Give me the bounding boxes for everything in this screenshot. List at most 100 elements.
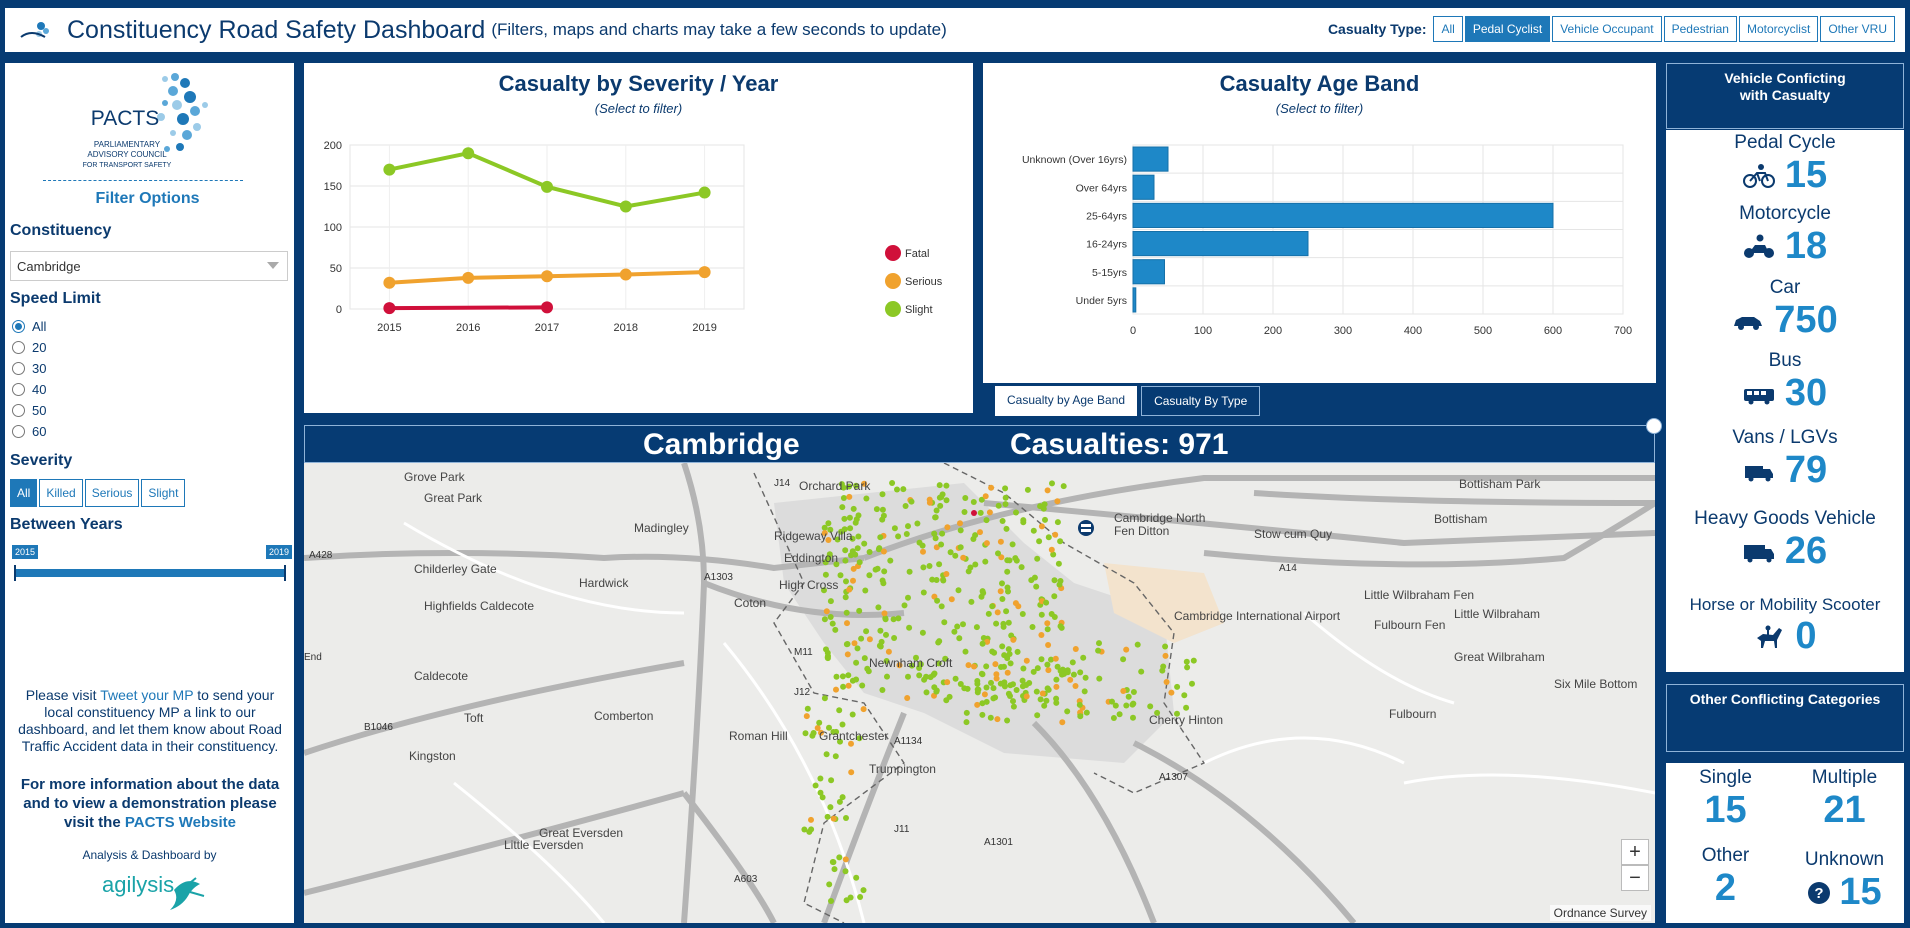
casualty-dot xyxy=(983,684,990,691)
map-place-label: A1134 xyxy=(894,736,923,747)
casualty-dot xyxy=(931,670,938,677)
speed-radio-60[interactable]: 60 xyxy=(12,424,46,439)
casualty-dot xyxy=(1031,574,1038,581)
severity-slight-button[interactable]: Slight xyxy=(141,479,186,507)
filter-panel: PACTS PARLIAMENTARY ADVISORY COUNCIL FOR… xyxy=(5,63,294,923)
casualty-dot xyxy=(882,616,889,623)
casualty-dot xyxy=(1053,699,1060,706)
radio-icon[interactable] xyxy=(12,425,25,438)
divider xyxy=(43,180,243,181)
vc-car[interactable]: Car 750 xyxy=(1666,277,1904,342)
map-place-label: A1307 xyxy=(1159,772,1188,783)
map-place-label: Cherry Hinton xyxy=(1149,713,1223,727)
map-place-label: Coton xyxy=(734,596,766,610)
casualty-dot xyxy=(823,608,830,615)
casualty-dot xyxy=(1043,697,1050,704)
casualty-dot xyxy=(1147,703,1154,710)
y-tick-label: 5-15yrs xyxy=(1092,267,1127,279)
casualty-dot xyxy=(1013,687,1020,693)
casualty-dot xyxy=(917,661,924,668)
casualty-dot xyxy=(880,580,887,587)
vc-vans[interactable]: Vans / LGVs 79 xyxy=(1732,427,1838,491)
oc-multiple[interactable]: Multiple 21 xyxy=(1811,767,1878,831)
radio-icon[interactable] xyxy=(12,404,25,417)
vc-motorcycle[interactable]: Motorcycle 18 xyxy=(1739,203,1831,267)
casualty-dot xyxy=(999,580,1005,587)
casualty-dot xyxy=(822,571,829,578)
zoom-out-button[interactable]: − xyxy=(1621,865,1649,891)
svg-text:agilysis: agilysis xyxy=(102,872,174,897)
casualty-dot xyxy=(1048,546,1055,553)
slider-handle-from[interactable] xyxy=(14,565,16,581)
pacts-logo-text: PACTS xyxy=(91,107,159,130)
vc-horse-scooter[interactable]: Horse or Mobility Scooter 0 xyxy=(1689,595,1881,657)
vc-hgv[interactable]: Heavy Goods Vehicle 26 xyxy=(1694,508,1876,572)
map-place-label: J11 xyxy=(894,824,910,835)
casualty-type-pedal-cyclist-button[interactable]: Pedal Cyclist xyxy=(1464,16,1551,42)
minor-road xyxy=(453,781,606,923)
casualty-dot xyxy=(1069,659,1076,666)
chevron-down-icon xyxy=(267,262,279,269)
slider-handle-to[interactable] xyxy=(284,565,286,581)
tab-casualty-by-age-band[interactable]: Casualty by Age Band xyxy=(995,386,1138,416)
casualty-dot xyxy=(866,636,873,643)
casualty-type-motorcyclist-button[interactable]: Motorcyclist xyxy=(1738,16,1819,42)
casualty-dot xyxy=(1013,557,1020,564)
casualty-dot xyxy=(933,544,940,551)
bicycle-icon xyxy=(1742,163,1775,188)
station-icon xyxy=(1078,520,1094,536)
oc-other[interactable]: Other 2 xyxy=(1701,845,1750,909)
casualty-type-other-vru-button[interactable]: Other VRU xyxy=(1820,16,1895,42)
speed-radio-50[interactable]: 50 xyxy=(12,403,46,418)
road xyxy=(304,550,865,572)
speed-radio-30[interactable]: 30 xyxy=(12,361,46,376)
tab-casualty-by-type[interactable]: Casualty By Type xyxy=(1141,386,1261,416)
oc-single[interactable]: Single 15 xyxy=(1699,767,1752,831)
speed-radio-all[interactable]: All xyxy=(12,319,46,334)
map-place-label: A1301 xyxy=(984,837,1013,848)
constituency-select[interactable]: Cambridge xyxy=(10,251,288,281)
casualty-dot xyxy=(1051,577,1058,584)
more-info-text: For more information about the data and … xyxy=(20,776,280,831)
pacts-logo: PACTS PARLIAMENTARY ADVISORY COUNCIL FOR… xyxy=(83,73,208,169)
speed-radio-40[interactable]: 40 xyxy=(12,382,46,397)
severity-serious-button[interactable]: Serious xyxy=(84,479,140,507)
casualty-map[interactable]: Grove Park Great Park Orchard Park Madingle… xyxy=(304,463,1655,923)
casualty-dot xyxy=(852,519,859,526)
severity-line-chart[interactable]: 0 50 100 150 200 2015 2016 2017 2018 2019 Fatal Ser… xyxy=(304,63,973,413)
zoom-in-button[interactable]: + xyxy=(1621,839,1649,865)
severity-all-button[interactable]: All xyxy=(10,479,38,507)
casualty-type-pedestrian-button[interactable]: Pedestrian xyxy=(1663,16,1737,42)
data-point-serious xyxy=(462,271,475,284)
casualty-dot xyxy=(1034,665,1041,672)
severity-killed-button[interactable]: Killed xyxy=(39,479,83,507)
legend-label: Fatal xyxy=(905,248,929,260)
casualty-dot xyxy=(857,894,864,900)
radio-icon[interactable] xyxy=(12,341,25,354)
casualty-type-vehicle-occupant-button[interactable]: Vehicle Occupant xyxy=(1552,16,1662,42)
slider-track[interactable] xyxy=(14,569,286,577)
oc-unknown[interactable]: Unknown ? 15 xyxy=(1804,849,1885,913)
vc-pedal-cycle[interactable]: Pedal Cycle 15 xyxy=(1734,132,1836,196)
casualty-type-all-button[interactable]: All xyxy=(1433,16,1463,42)
casualty-dot xyxy=(844,620,850,627)
vc-bus[interactable]: Bus 30 xyxy=(1666,350,1904,415)
radio-icon[interactable] xyxy=(12,320,25,333)
speed-radio-20[interactable]: 20 xyxy=(12,340,46,355)
pacts-website-link[interactable]: PACTS Website xyxy=(124,814,236,831)
map-canvas[interactable]: Grove Park Great Park Orchard Park Madingle… xyxy=(304,463,1655,923)
road xyxy=(304,790,685,896)
expand-icon[interactable] xyxy=(1646,418,1662,434)
radio-icon[interactable] xyxy=(12,383,25,396)
casualty-dot xyxy=(896,662,903,669)
x-tick-label: 2016 xyxy=(456,322,480,334)
casualty-dot xyxy=(851,640,858,647)
tweet-mp-link[interactable]: Tweet your MP xyxy=(100,687,194,703)
casualty-dot xyxy=(814,725,821,731)
age-band-bar-chart[interactable]: 0 100 200 300 400 500 600 700 Unknown (Over 16yr… xyxy=(983,63,1656,383)
year-range-slider[interactable]: 2015 2019 xyxy=(12,545,292,581)
radio-icon[interactable] xyxy=(12,362,25,375)
casualty-dot xyxy=(1048,656,1054,663)
casualty-dot xyxy=(961,509,968,515)
data-point-slight xyxy=(619,200,632,213)
